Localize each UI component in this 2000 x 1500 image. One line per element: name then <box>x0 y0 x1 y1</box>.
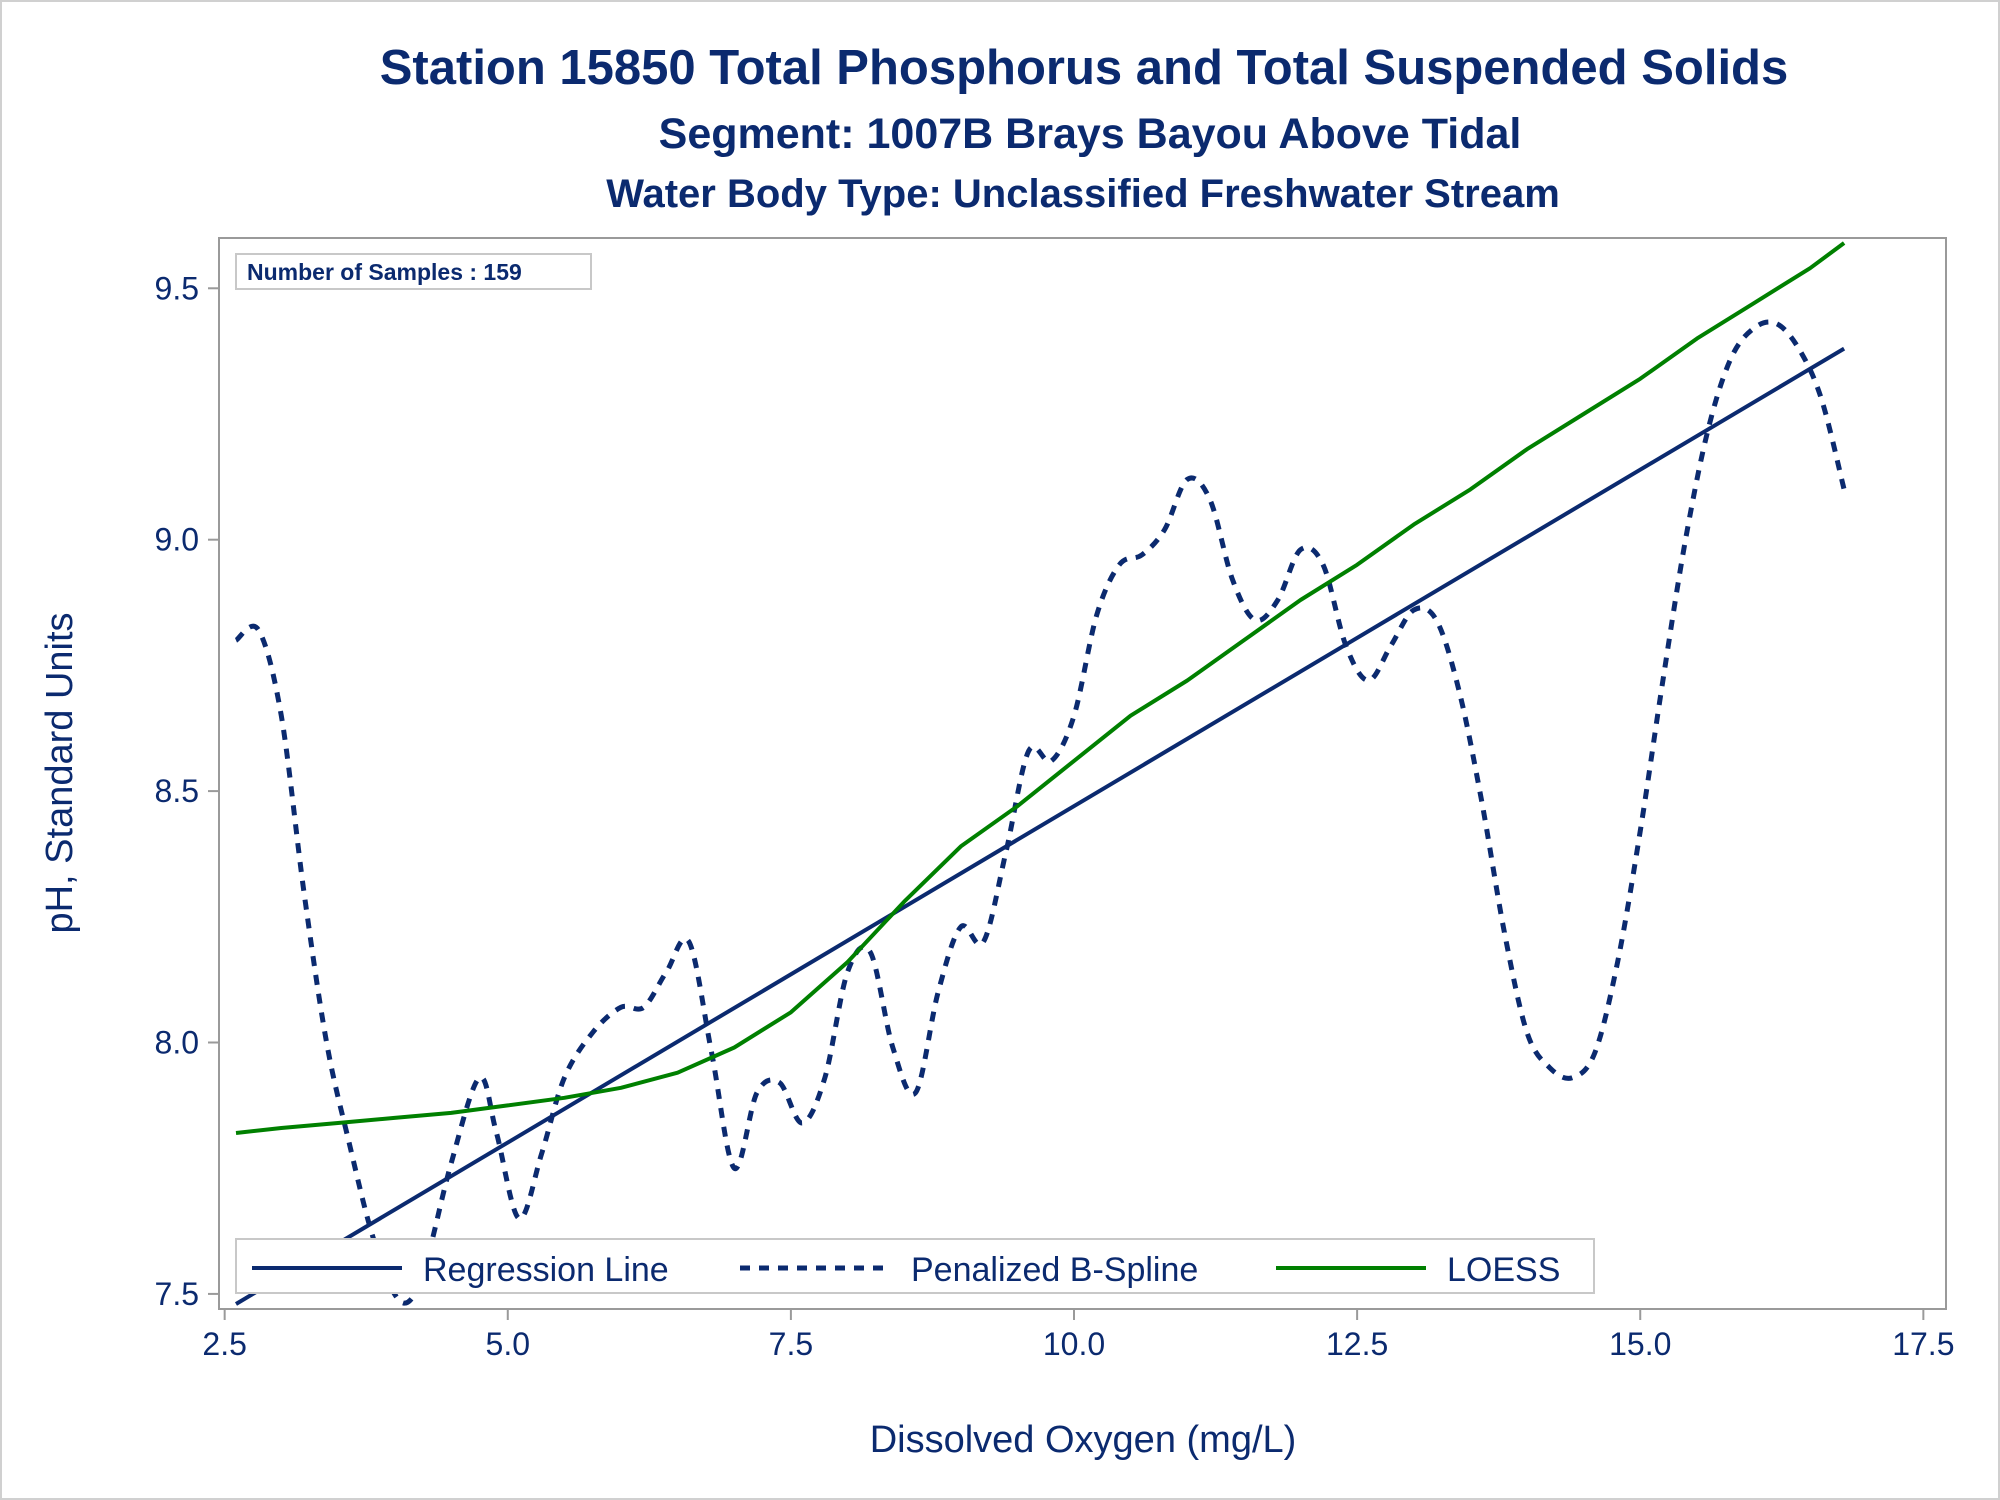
x-tick-label: 17.5 <box>1892 1326 1954 1362</box>
x-axis: 2.5 5.0 7.5 10.0 12.5 15.0 17.5 <box>202 1309 1954 1362</box>
plot-area <box>218 237 1947 1310</box>
x-tick-label: 12.5 <box>1326 1326 1388 1362</box>
series-penalized-b-spline <box>234 319 1847 1306</box>
x-axis-label: Dissolved Oxygen (mg/L) <box>870 1419 1297 1461</box>
series-layer <box>234 241 1847 1306</box>
x-tick-label: 10.0 <box>1043 1326 1105 1362</box>
y-tick-label: 8.5 <box>155 773 199 809</box>
chart-title: Station 15850 Total Phosphorus and Total… <box>380 41 1789 95</box>
chart-subtitle-2: Water Body Type: Unclassified Freshwater… <box>606 172 1560 216</box>
series-regression-line <box>234 346 1846 1306</box>
y-tick-label: 7.5 <box>155 1276 199 1312</box>
x-tick-label: 5.0 <box>486 1326 530 1362</box>
y-axis-label: pH, Standard Units <box>39 612 81 933</box>
sample-count-label: Number of Samples : 159 <box>247 259 522 285</box>
x-tick-label: 2.5 <box>202 1326 246 1362</box>
sample-count-inset: Number of Samples : 159 <box>235 253 592 290</box>
legend-label-spline: Penalized B-Spline <box>911 1251 1198 1289</box>
legend-label-loess: LOESS <box>1447 1251 1560 1289</box>
sample-count-box <box>235 253 592 290</box>
y-tick-label: 9.0 <box>155 522 199 558</box>
legend: Regression Line Penalized B-Spline LOESS <box>235 1238 1595 1294</box>
y-tick-label: 8.0 <box>155 1025 199 1061</box>
chart-subtitle: Segment: 1007B Brays Bayou Above Tidal <box>659 110 1522 158</box>
y-tick-label: 9.5 <box>155 270 199 306</box>
y-axis: 7.5 8.0 8.5 9.0 9.5 <box>155 270 219 1312</box>
series-loess <box>235 241 1846 1135</box>
x-tick-label: 15.0 <box>1609 1326 1671 1362</box>
legend-label-regression: Regression Line <box>423 1251 669 1289</box>
x-tick-label: 7.5 <box>769 1326 813 1362</box>
